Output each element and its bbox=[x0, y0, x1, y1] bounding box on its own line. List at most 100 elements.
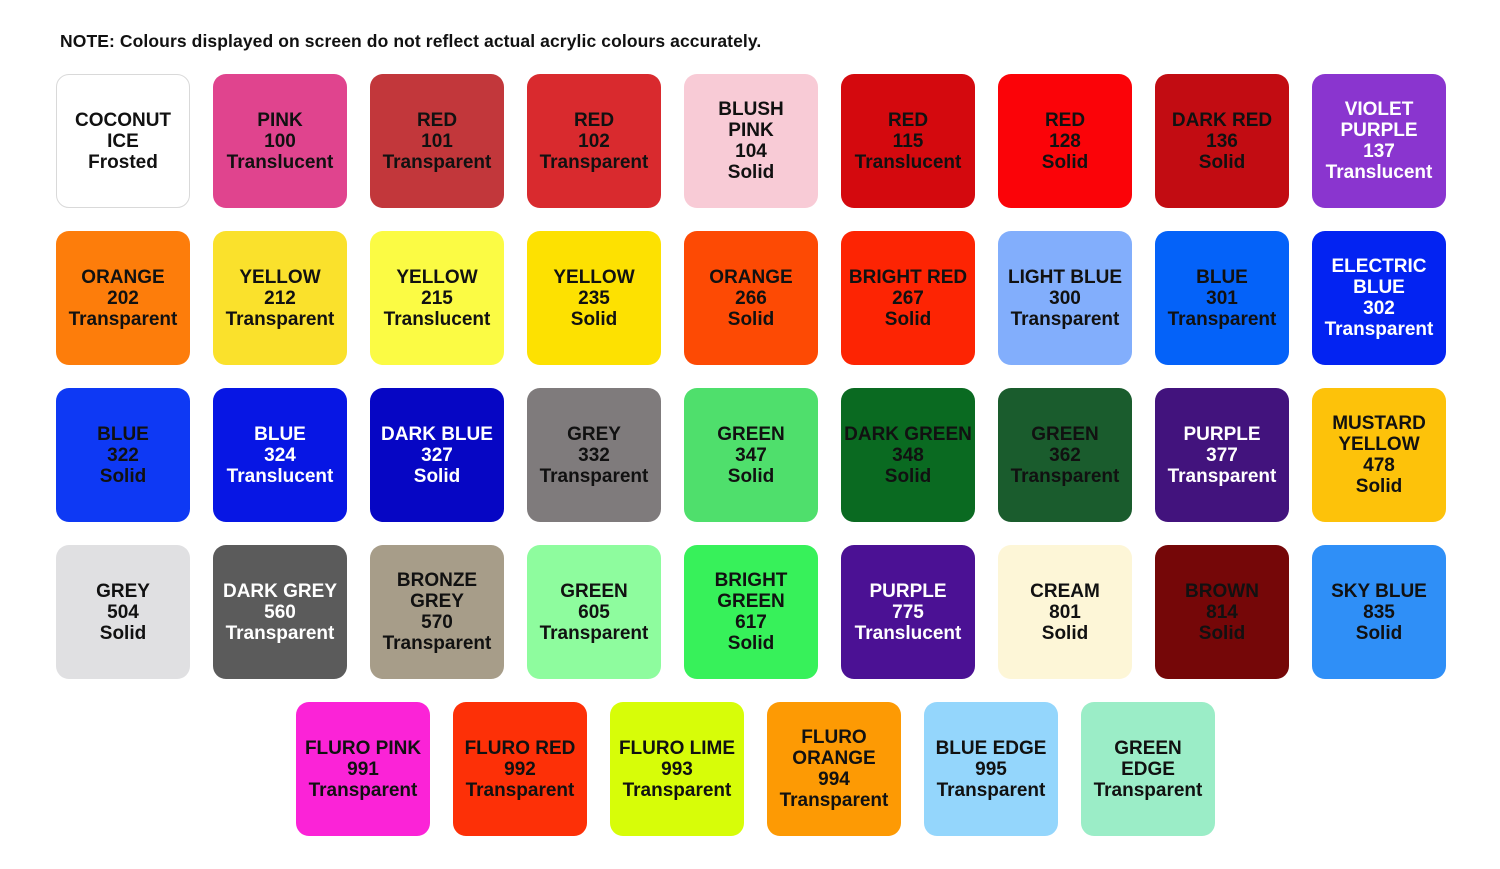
swatch-label-line: 570 bbox=[421, 612, 453, 633]
swatch-label-line: GREEN bbox=[560, 580, 628, 602]
swatch-label-line: Solid bbox=[1041, 622, 1089, 644]
swatch-label-line: BLUE bbox=[1353, 277, 1405, 298]
colour-swatch: GREY 332 Transparent bbox=[527, 388, 661, 522]
colour-swatch: PURPLE 775 Translucent bbox=[841, 545, 975, 679]
swatch-label-line: ORANGE bbox=[792, 748, 876, 769]
colour-swatch: YELLOW 215 Translucent bbox=[370, 231, 504, 365]
swatch-label-line: 136 bbox=[1206, 130, 1238, 152]
swatch-label-line: 324 bbox=[264, 444, 296, 466]
colour-swatch: FLURO LIME 993 Transparent bbox=[610, 702, 744, 836]
swatch-label-line: GREEN bbox=[717, 423, 785, 445]
swatch-label-line: 835 bbox=[1363, 601, 1395, 623]
swatch-label-line: BRIGHT RED bbox=[848, 266, 968, 288]
swatch-label-line: 101 bbox=[421, 130, 453, 152]
swatch-label-line: 102 bbox=[578, 130, 610, 152]
swatch-label-line: BLUE bbox=[97, 423, 149, 445]
swatch-label-line: Transparent bbox=[308, 779, 418, 801]
colour-swatch: DARK RED 136 Solid bbox=[1155, 74, 1289, 208]
swatch-label-line: LIGHT BLUE bbox=[1008, 266, 1122, 288]
colour-swatch: BLUE 301 Transparent bbox=[1155, 231, 1289, 365]
swatch-row: BLUE 322 Solid BLUE 324 Translucent DARK BLUE 3… bbox=[56, 388, 1446, 522]
swatch-label-line: GREY bbox=[96, 580, 150, 602]
swatch-label-line: 801 bbox=[1049, 601, 1081, 623]
swatch-label-line: 215 bbox=[421, 287, 453, 309]
swatch-label-line: DARK GREEN bbox=[844, 423, 972, 445]
swatch-label-line: Solid bbox=[99, 622, 147, 644]
swatch-label-line: BROWN bbox=[1185, 580, 1259, 602]
swatch-label-line: 504 bbox=[107, 601, 139, 623]
swatch-label-line: 993 bbox=[661, 758, 693, 780]
swatch-label-line: 991 bbox=[347, 758, 379, 780]
colour-swatch: YELLOW 212 Transparent bbox=[213, 231, 347, 365]
swatch-label-line: 104 bbox=[735, 141, 767, 162]
swatch-label-line: Transparent bbox=[465, 779, 575, 801]
swatch-label-line: Solid bbox=[884, 308, 932, 330]
colour-swatch: ORANGE 266 Solid bbox=[684, 231, 818, 365]
colour-swatch: LIGHT BLUE 300 Transparent bbox=[998, 231, 1132, 365]
colour-swatch: ELECTRIC BLUE 302 Transparent bbox=[1312, 231, 1446, 365]
swatch-label-line: ORANGE bbox=[81, 266, 165, 288]
swatch-label-line: 348 bbox=[892, 444, 924, 466]
swatch-label-line: Transparent bbox=[622, 779, 732, 801]
colour-swatch: BLUE 324 Translucent bbox=[213, 388, 347, 522]
colour-swatch: GREEN 347 Solid bbox=[684, 388, 818, 522]
swatch-label-line: Solid bbox=[1198, 151, 1246, 173]
swatch-label-line: Transparent bbox=[225, 308, 335, 330]
colour-swatch: PINK 100 Translucent bbox=[213, 74, 347, 208]
swatch-row: FLURO PINK 991 Transparent FLURO RED 992 Tran… bbox=[296, 702, 1215, 836]
colour-swatch: COCONUT ICE Frosted bbox=[56, 74, 190, 208]
swatch-label-line: BLUE EDGE bbox=[935, 737, 1047, 759]
swatch-label-line: BRONZE bbox=[396, 570, 478, 591]
colour-swatch: DARK GREEN 348 Solid bbox=[841, 388, 975, 522]
swatch-label-line: VIOLET bbox=[1344, 99, 1414, 120]
swatch-label-line: MUSTARD bbox=[1332, 413, 1426, 434]
swatch-label-line: 235 bbox=[578, 287, 610, 309]
swatch-label-line: Translucent bbox=[854, 151, 962, 173]
swatch-label-line: Translucent bbox=[383, 308, 491, 330]
colour-swatch: BRIGHT RED 267 Solid bbox=[841, 231, 975, 365]
swatch-label-line: Transparent bbox=[382, 633, 492, 654]
swatch-label-line: Translucent bbox=[854, 622, 962, 644]
swatch-label-line: DARK RED bbox=[1171, 109, 1273, 131]
swatch-label-line: PINK bbox=[257, 109, 303, 131]
colour-swatch: GREEN 362 Transparent bbox=[998, 388, 1132, 522]
swatch-label-line: GREY bbox=[567, 423, 621, 445]
swatch-label-line: Solid bbox=[1355, 476, 1403, 497]
swatch-label-line: 137 bbox=[1363, 141, 1395, 162]
colour-swatch: BRONZE GREY 570 Transparent bbox=[370, 545, 504, 679]
swatch-label-line: Transparent bbox=[539, 151, 649, 173]
swatch-label-line: Solid bbox=[727, 465, 775, 487]
colour-swatch: BROWN 814 Solid bbox=[1155, 545, 1289, 679]
swatch-label-line: BLUE bbox=[254, 423, 306, 445]
swatch-label-line: Transparent bbox=[779, 790, 889, 811]
swatch-label-line: BRIGHT bbox=[714, 570, 788, 591]
swatch-label-line: RED bbox=[573, 109, 615, 131]
colour-swatch: GREEN EDGE Transparent bbox=[1081, 702, 1215, 836]
swatch-label-line: 115 bbox=[892, 130, 924, 152]
swatch-label-line: Solid bbox=[1041, 151, 1089, 173]
colour-swatch: FLURO PINK 991 Transparent bbox=[296, 702, 430, 836]
swatch-label-line: Transparent bbox=[225, 622, 335, 644]
swatch-label-line: 267 bbox=[892, 287, 924, 309]
swatch-label-line: PINK bbox=[728, 120, 774, 141]
swatch-row: COCONUT ICE Frosted PINK 100 Translucent RED 10… bbox=[56, 74, 1446, 208]
colour-swatch: SKY BLUE 835 Solid bbox=[1312, 545, 1446, 679]
swatch-label-line: 302 bbox=[1363, 298, 1395, 319]
swatch-label-line: 300 bbox=[1049, 287, 1081, 309]
swatch-label-line: Translucent bbox=[226, 151, 334, 173]
swatch-label-line: GREY bbox=[410, 591, 464, 612]
swatch-label-line: 605 bbox=[578, 601, 610, 623]
swatch-label-line: 992 bbox=[504, 758, 536, 780]
swatch-label-line: Translucent bbox=[226, 465, 334, 487]
colour-swatch: ORANGE 202 Transparent bbox=[56, 231, 190, 365]
colour-swatch: RED 128 Solid bbox=[998, 74, 1132, 208]
colour-swatch: BLUE 322 Solid bbox=[56, 388, 190, 522]
swatch-label-line: ORANGE bbox=[709, 266, 793, 288]
swatch-label-line: 617 bbox=[735, 612, 767, 633]
swatch-label-line: SKY BLUE bbox=[1331, 580, 1427, 602]
swatch-label-line: GREEN bbox=[1114, 737, 1182, 759]
swatch-label-line: 814 bbox=[1206, 601, 1238, 623]
colour-swatch: GREEN 605 Transparent bbox=[527, 545, 661, 679]
swatch-label-line: 994 bbox=[818, 769, 850, 790]
